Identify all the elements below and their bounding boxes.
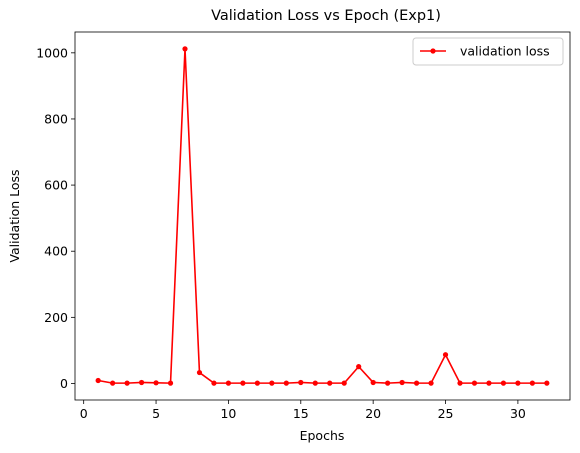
x-axis-ticks: 0 5 10 15 20 25 30 xyxy=(80,400,526,421)
data-point xyxy=(544,380,550,386)
data-point xyxy=(153,380,159,386)
data-point xyxy=(385,380,391,386)
legend-marker-sample xyxy=(430,48,436,54)
data-point xyxy=(356,364,362,370)
data-point xyxy=(500,380,507,386)
data-point xyxy=(182,46,188,52)
y-tick-label: 400 xyxy=(44,244,68,259)
data-point xyxy=(95,377,101,384)
data-point xyxy=(486,380,492,386)
y-tick-label: 600 xyxy=(44,178,68,193)
x-tick-label: 10 xyxy=(220,406,236,421)
data-point xyxy=(138,379,145,386)
chart-title: Validation Loss vs Epoch (Exp1) xyxy=(211,8,441,24)
data-point xyxy=(312,380,318,386)
data-point xyxy=(471,380,478,386)
data-point xyxy=(167,380,174,386)
data-point xyxy=(529,380,535,386)
data-point xyxy=(196,369,203,376)
data-point xyxy=(225,380,232,386)
plot-frame xyxy=(74,31,571,401)
y-axis-ticks: 0 200 400 600 800 1000 xyxy=(36,45,75,391)
data-point xyxy=(124,380,130,386)
data-point xyxy=(515,380,521,386)
data-point xyxy=(298,379,304,386)
x-tick-label: 15 xyxy=(293,406,309,421)
legend-box xyxy=(412,37,564,66)
x-tick-label: 0 xyxy=(80,406,88,421)
series-layer xyxy=(95,46,550,386)
data-point xyxy=(327,380,333,386)
data-point xyxy=(341,380,347,386)
legend: validation loss xyxy=(412,37,564,66)
data-point xyxy=(283,380,289,386)
plot-area xyxy=(74,31,571,401)
x-axis-label: Epochs xyxy=(300,428,345,443)
data-point xyxy=(370,379,376,386)
data-point xyxy=(211,380,217,386)
data-point xyxy=(269,380,275,386)
y-tick-label: 0 xyxy=(60,376,68,391)
data-point xyxy=(399,379,405,386)
data-point xyxy=(110,380,116,386)
y-tick-label: 1000 xyxy=(36,45,68,60)
data-point xyxy=(254,380,260,386)
data-point xyxy=(413,380,420,386)
legend-label: validation loss xyxy=(460,44,550,59)
x-tick-label: 30 xyxy=(510,406,526,421)
y-tick-label: 800 xyxy=(44,111,68,126)
data-point xyxy=(428,380,434,386)
data-point xyxy=(240,380,246,386)
data-point xyxy=(442,352,449,358)
y-axis-label: Validation Loss xyxy=(7,169,22,262)
y-tick-label: 200 xyxy=(44,310,68,325)
x-tick-label: 5 xyxy=(152,406,160,421)
data-point xyxy=(457,380,463,386)
x-tick-label: 25 xyxy=(438,406,454,421)
x-tick-label: 20 xyxy=(365,406,381,421)
